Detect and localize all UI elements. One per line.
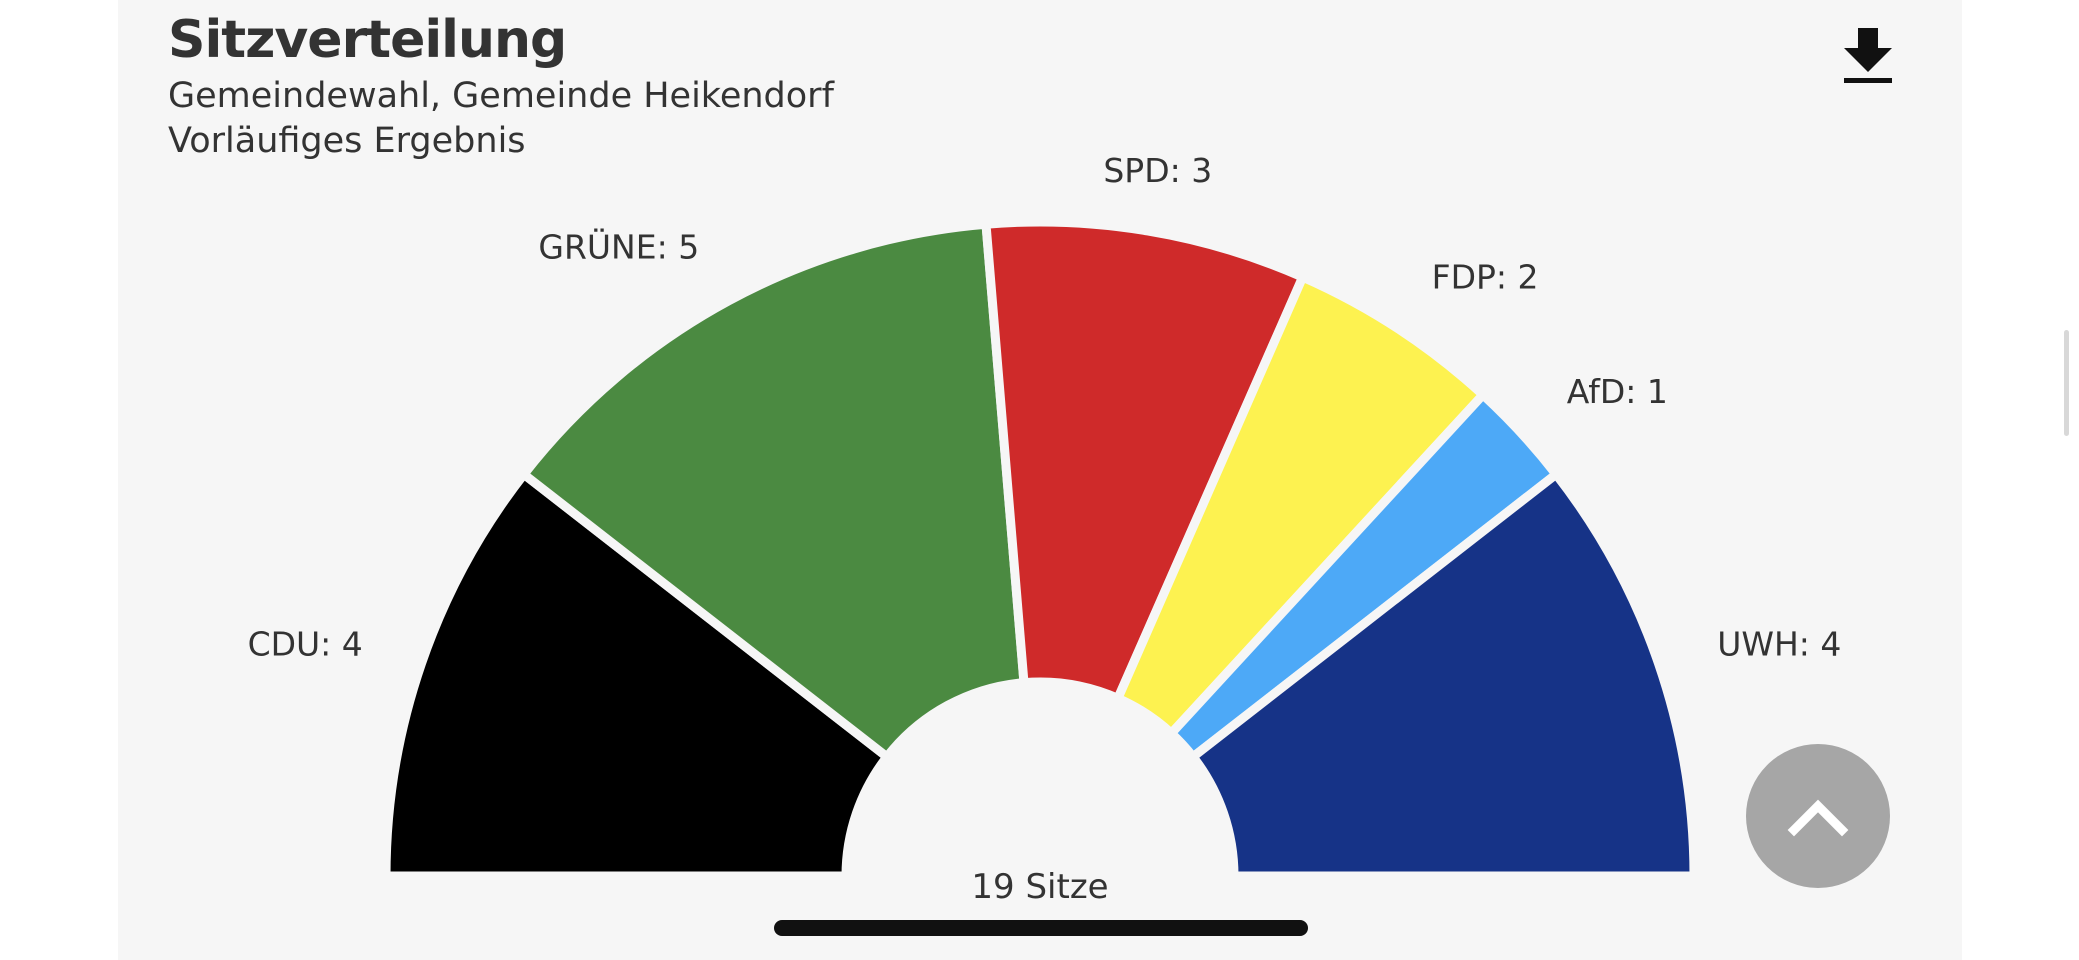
seat-segment-gr-ne[interactable]: [517, 219, 1029, 764]
seat-label-gr-ne: GRÜNE: 5: [538, 226, 699, 266]
chart-subtitle-status: Vorläufiges Ergebnis: [168, 121, 526, 161]
seat-label-uwh: UWH: 4: [1717, 625, 1841, 664]
chart-title: Sitzverteilung: [168, 10, 567, 70]
scroll-to-top-button[interactable]: [1746, 744, 1890, 888]
seat-label-cdu: CDU: 4: [248, 625, 363, 664]
seat-label-spd: SPD: 3: [1103, 151, 1212, 190]
seat-label-fdp: FDP: 2: [1432, 258, 1539, 297]
seat-segment-fdp[interactable]: [1112, 271, 1490, 740]
download-button[interactable]: [1840, 26, 1896, 86]
home-indicator: [774, 920, 1308, 936]
total-seats-label: 19 Sitze: [971, 867, 1108, 907]
seat-segment-cdu[interactable]: [381, 467, 894, 881]
chart-subtitle-election: Gemeindewahl, Gemeinde Heikendorf: [168, 76, 834, 116]
seat-segment-uwh[interactable]: [1186, 467, 1699, 881]
download-icon: [1844, 28, 1892, 83]
seat-segment-spd[interactable]: [981, 217, 1309, 705]
chevron-up-icon: [1787, 799, 1849, 837]
scrollbar-thumb[interactable]: [2064, 330, 2069, 436]
seat-label-afd: AfD: 1: [1567, 372, 1668, 411]
